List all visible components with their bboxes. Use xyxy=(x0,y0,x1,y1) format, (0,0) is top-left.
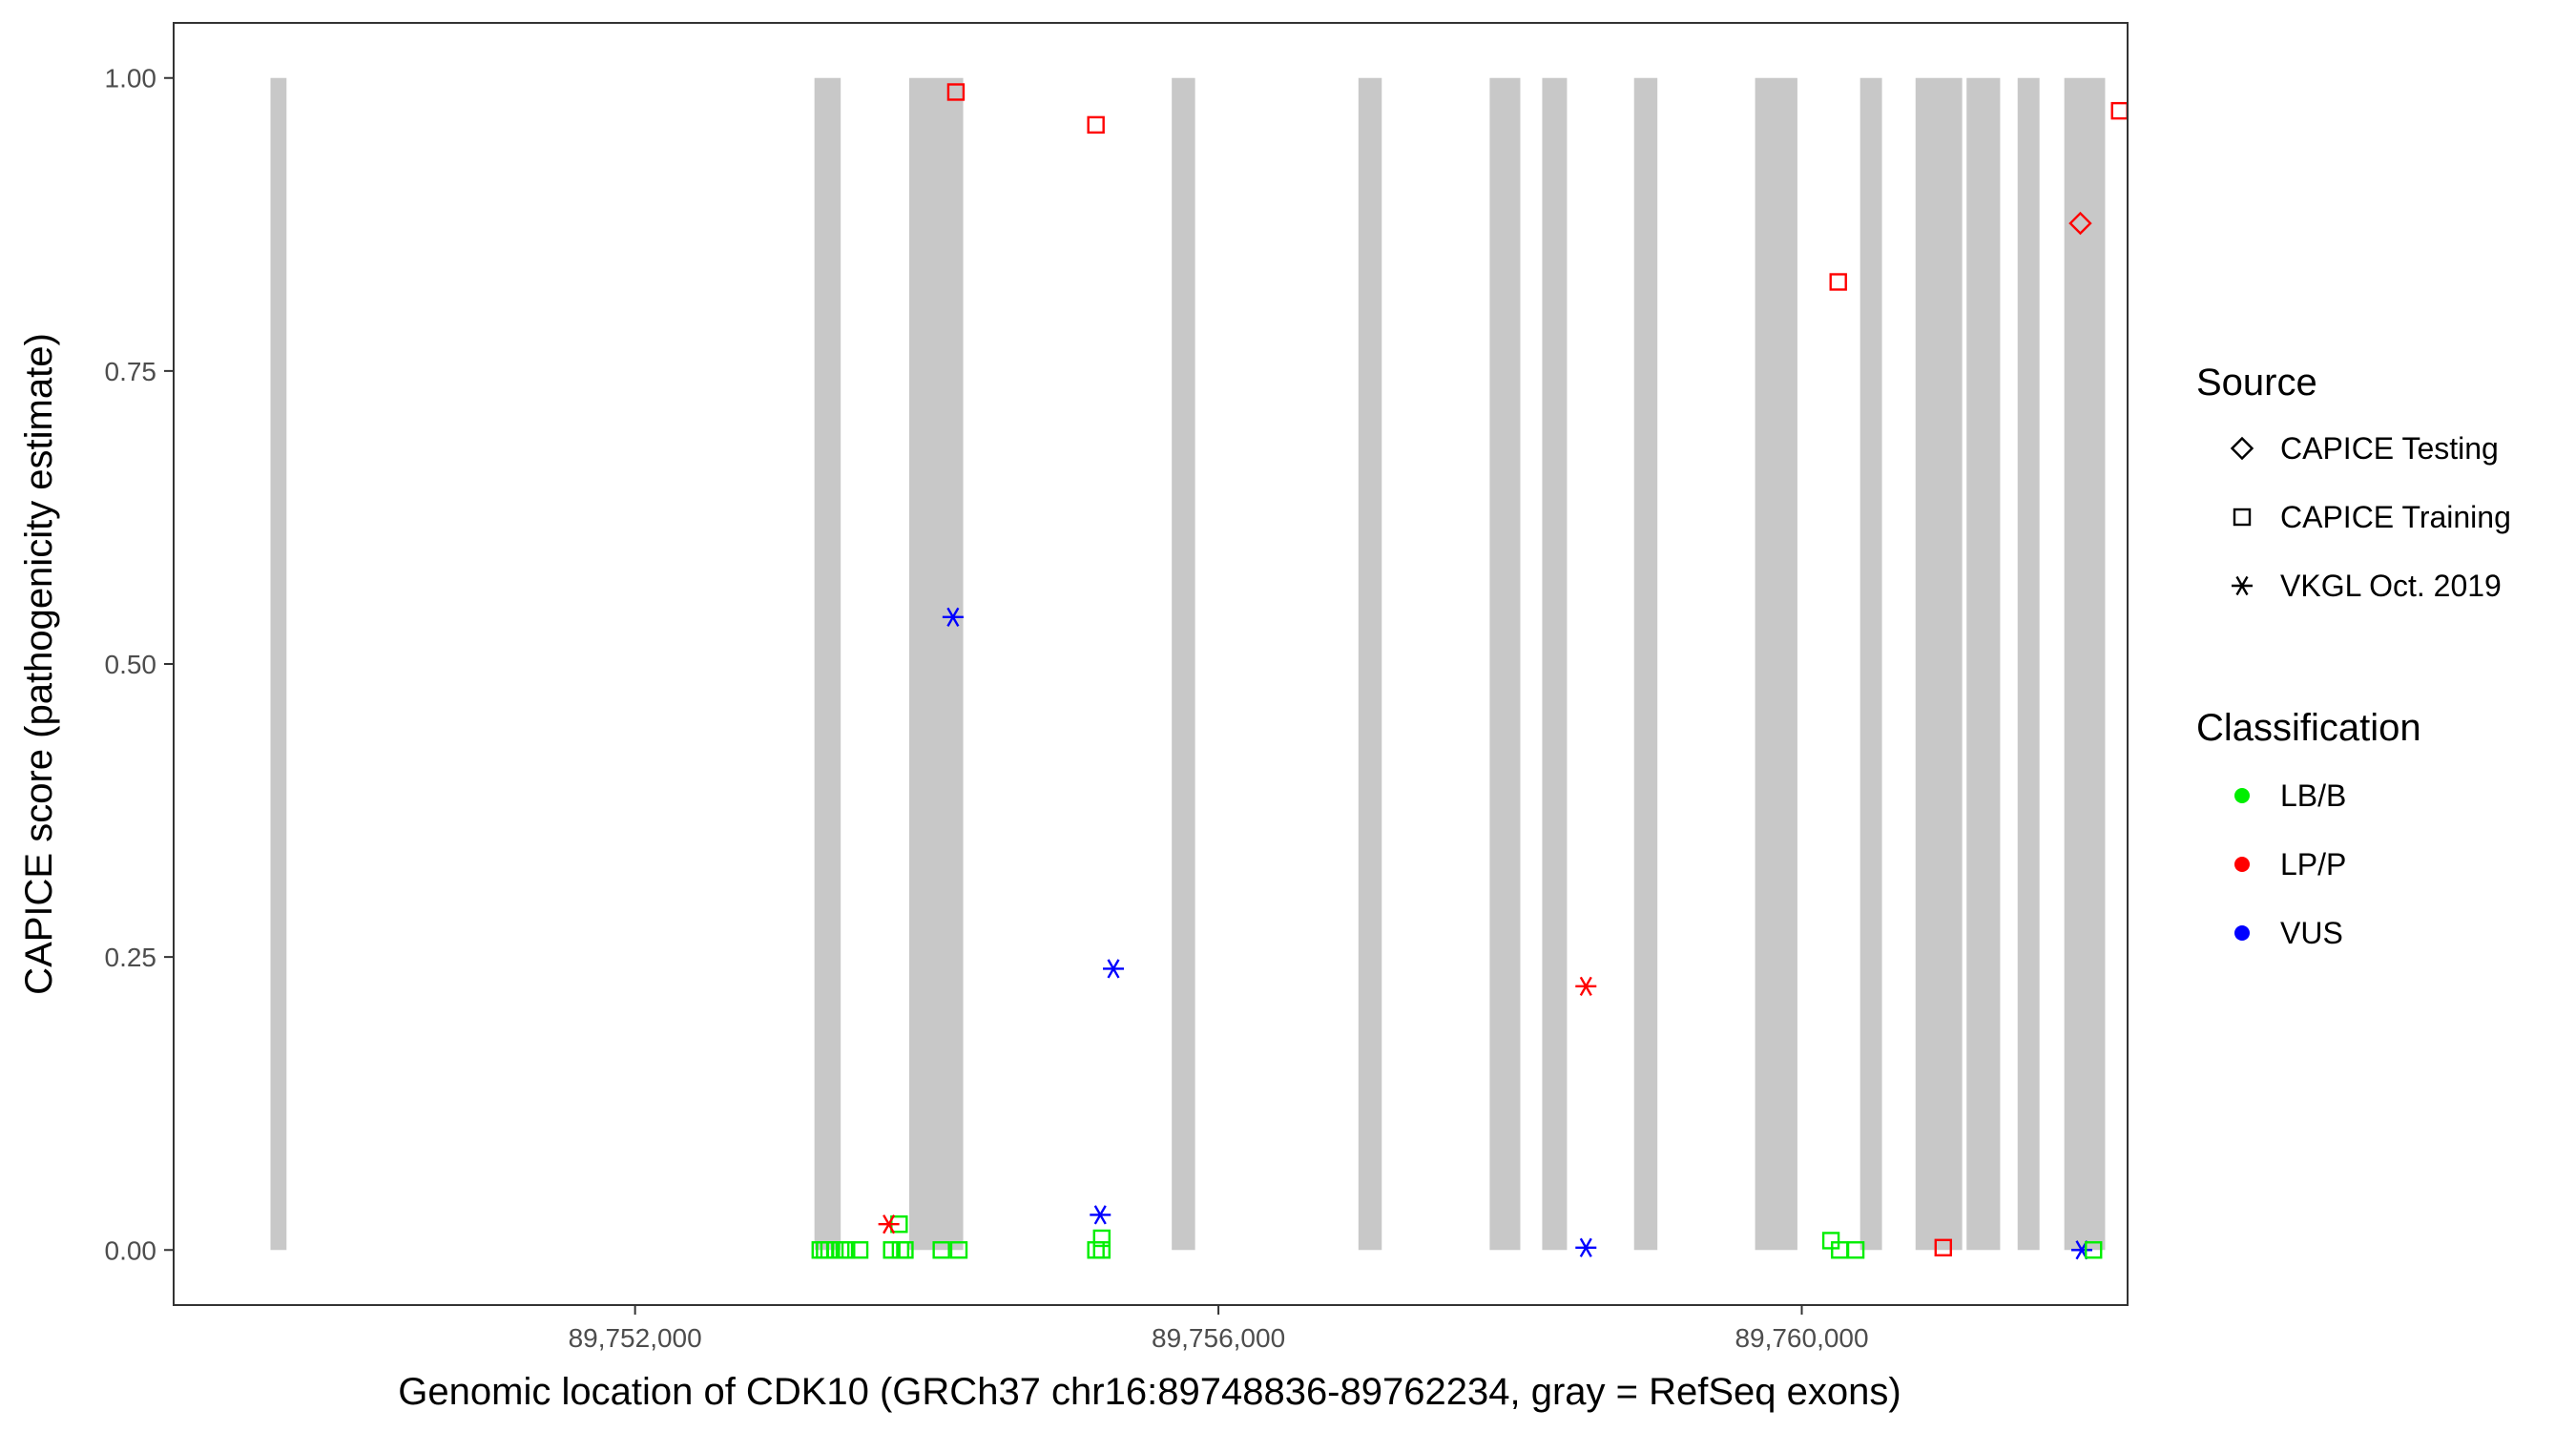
y-tick-label: 1.00 xyxy=(105,64,157,93)
exon-bar xyxy=(2017,77,2040,1251)
x-tick-label: 89,760,000 xyxy=(1735,1323,1868,1353)
legend-key xyxy=(2234,857,2250,872)
legend-label: VUS xyxy=(2280,916,2343,950)
exon-layer xyxy=(270,77,2106,1251)
x-axis-title: Genomic location of CDK10 (GRCh37 chr16:… xyxy=(398,1371,1901,1413)
x-tick-label: 89,752,000 xyxy=(569,1323,702,1353)
legend-label: CAPICE Testing xyxy=(2280,431,2499,466)
legend-key xyxy=(2234,925,2250,941)
legend-title-classification: Classification xyxy=(2196,707,2421,749)
legend-classification-items: LB/B LP/P VUS xyxy=(2234,778,2346,950)
data-point xyxy=(1846,1241,1865,1259)
exon-bar xyxy=(270,77,287,1251)
legend: Source CAPICE Testing CAPICE Training VKGL… xyxy=(2196,362,2511,950)
exon-bar xyxy=(2064,77,2106,1251)
data-point xyxy=(1829,273,1847,291)
data-point xyxy=(2068,211,2092,236)
x-tick-label: 89,756,000 xyxy=(1152,1323,1285,1353)
legend-key xyxy=(2233,508,2252,527)
data-point xyxy=(1103,959,1125,979)
y-axis-title: CAPICE score (pathogenicity estimate) xyxy=(18,333,60,995)
exon-bar xyxy=(1859,77,1882,1251)
legend-label: LB/B xyxy=(2280,778,2346,813)
data-point xyxy=(1092,1229,1111,1248)
legend-item: LB/B xyxy=(2234,778,2346,813)
exon-bar xyxy=(1358,77,1382,1251)
y-tick-label: 0.25 xyxy=(105,943,157,972)
data-point xyxy=(1090,1205,1111,1225)
legend-title-source: Source xyxy=(2196,362,2317,404)
data-point xyxy=(1934,1238,1952,1257)
legend-label: CAPICE Training xyxy=(2280,500,2511,534)
legend-item: VUS xyxy=(2234,916,2343,950)
points-layer xyxy=(811,83,2129,1260)
exon-bar xyxy=(1915,77,1963,1251)
data-point xyxy=(932,1241,950,1259)
data-point xyxy=(878,1214,900,1234)
data-point xyxy=(2085,1241,2103,1259)
exon-bar xyxy=(1489,77,1521,1251)
legend-label: LP/P xyxy=(2280,847,2346,881)
legend-label: VKGL Oct. 2019 xyxy=(2280,569,2502,603)
legend-item: VKGL Oct. 2019 xyxy=(2232,569,2502,603)
y-tick-label: 0.75 xyxy=(105,357,157,386)
exon-bar xyxy=(1966,77,2001,1251)
data-point xyxy=(946,83,966,101)
data-point xyxy=(1575,1237,1597,1257)
data-point xyxy=(1092,1241,1111,1259)
legend-item: LP/P xyxy=(2234,847,2346,881)
y-axis: 0.00 0.25 0.50 0.75 1.00 xyxy=(105,64,174,1265)
data-point xyxy=(896,1241,914,1259)
exon-bar xyxy=(1755,77,1797,1251)
data-point xyxy=(949,1241,968,1259)
legend-item: CAPICE Testing xyxy=(2230,431,2499,466)
exon-bar xyxy=(1633,77,1658,1251)
data-point xyxy=(942,607,964,627)
y-tick-label: 0.50 xyxy=(105,650,157,679)
exon-bar xyxy=(1172,77,1195,1251)
exon-bar xyxy=(909,77,964,1251)
legend-key xyxy=(2230,436,2254,461)
legend-source-items: CAPICE Testing CAPICE Training VKGL Oct. 2… xyxy=(2230,431,2511,603)
legend-item: CAPICE Training xyxy=(2233,500,2511,534)
exon-bar xyxy=(814,77,841,1251)
x-axis: 89,752,000 89,756,000 89,760,000 xyxy=(569,1305,1869,1353)
legend-key xyxy=(2232,575,2253,596)
data-point xyxy=(838,1241,856,1259)
data-point xyxy=(1087,115,1105,135)
data-point xyxy=(1575,976,1597,996)
exon-bar xyxy=(1542,77,1568,1251)
legend-key xyxy=(2234,788,2250,803)
data-point xyxy=(850,1241,869,1259)
y-tick-label: 0.00 xyxy=(105,1235,157,1265)
